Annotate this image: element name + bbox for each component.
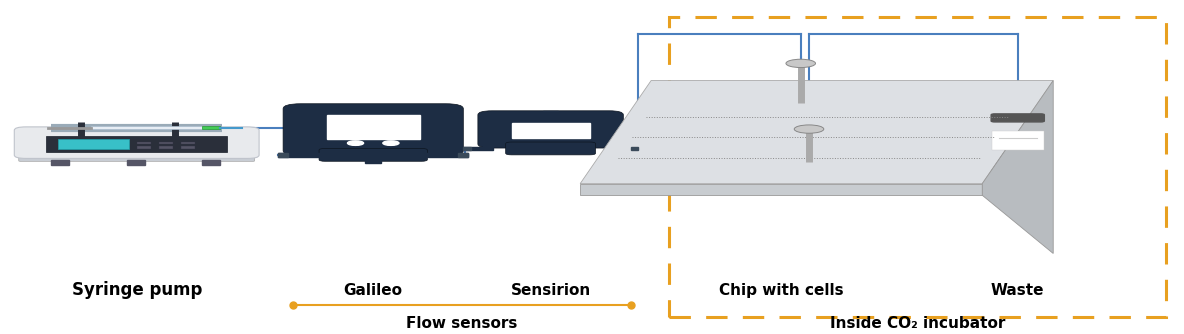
Bar <box>202 160 220 165</box>
Bar <box>202 126 220 129</box>
Bar <box>989 121 1047 171</box>
Bar <box>327 115 420 139</box>
Ellipse shape <box>794 125 824 133</box>
FancyBboxPatch shape <box>991 114 1044 122</box>
Bar <box>58 139 129 149</box>
Circle shape <box>382 141 399 145</box>
FancyBboxPatch shape <box>478 111 623 148</box>
Bar <box>365 159 381 163</box>
Bar <box>669 17 1165 317</box>
FancyBboxPatch shape <box>283 104 463 156</box>
FancyBboxPatch shape <box>14 127 259 158</box>
Bar <box>181 146 195 149</box>
Bar <box>159 142 173 144</box>
Ellipse shape <box>786 59 816 67</box>
FancyBboxPatch shape <box>506 142 596 155</box>
Bar <box>91 126 207 129</box>
Bar <box>159 146 173 149</box>
Bar <box>631 147 638 150</box>
Text: Chip with cells: Chip with cells <box>719 283 843 298</box>
Bar <box>127 160 144 165</box>
Bar <box>136 146 150 149</box>
Text: Waste: Waste <box>991 283 1044 298</box>
Bar <box>463 147 470 150</box>
Circle shape <box>347 141 363 145</box>
Bar <box>420 153 468 157</box>
Bar <box>181 142 195 144</box>
Polygon shape <box>580 80 1054 184</box>
Bar <box>278 153 327 157</box>
Text: Sensirion: Sensirion <box>510 283 591 298</box>
Bar <box>458 153 468 157</box>
Polygon shape <box>580 184 983 195</box>
Bar <box>511 123 590 138</box>
Text: Flow sensors: Flow sensors <box>406 316 517 331</box>
Bar <box>607 147 638 150</box>
FancyBboxPatch shape <box>19 155 255 161</box>
Text: Syringe pump: Syringe pump <box>71 281 202 299</box>
Text: Inside CO₂ incubator: Inside CO₂ incubator <box>830 316 1005 331</box>
Polygon shape <box>989 171 1047 186</box>
Bar <box>46 136 227 152</box>
Polygon shape <box>983 80 1054 254</box>
Bar <box>463 147 494 150</box>
Bar <box>136 142 150 144</box>
Bar <box>278 153 288 157</box>
Bar <box>542 111 559 115</box>
Text: Galileo: Galileo <box>343 283 403 298</box>
Bar <box>992 131 1044 150</box>
Bar <box>51 160 70 165</box>
FancyBboxPatch shape <box>318 148 427 161</box>
